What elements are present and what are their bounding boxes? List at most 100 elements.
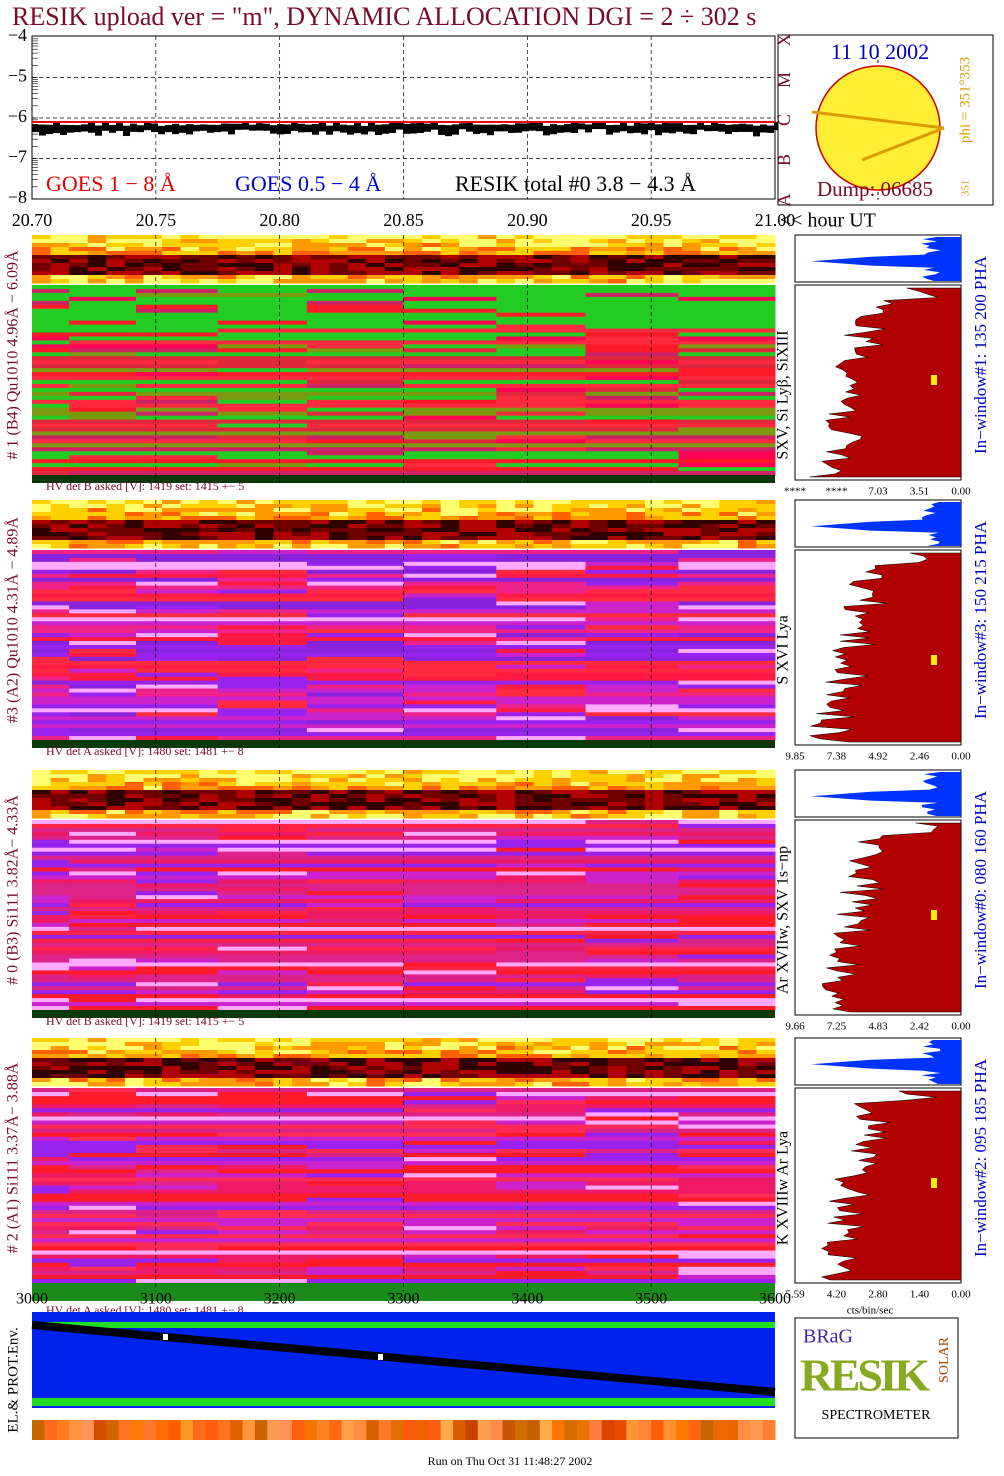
spectrum-cell xyxy=(136,553,219,559)
spectrum-cell xyxy=(403,1197,497,1203)
spectrum-cell xyxy=(217,467,308,472)
band-cell xyxy=(737,790,757,795)
spectrum-cell xyxy=(136,688,219,693)
spectrum-cell xyxy=(69,1148,137,1154)
band-cell xyxy=(403,508,423,513)
band-cell xyxy=(384,1054,404,1059)
band-cell xyxy=(607,1062,627,1067)
spectrum-cell xyxy=(217,1185,308,1191)
band-cell xyxy=(626,508,646,513)
spectrum-cell xyxy=(306,1173,404,1178)
band-cell xyxy=(162,516,182,521)
spectrum-cell xyxy=(678,700,776,705)
spectrum-cell xyxy=(403,415,497,421)
spectrum-cell xyxy=(217,652,308,658)
spectrum-cell xyxy=(403,820,497,825)
band-cell xyxy=(459,782,479,787)
spectrum-cell xyxy=(32,550,70,555)
band-cell xyxy=(514,794,535,799)
spectrum-cell xyxy=(496,700,587,705)
spectrum-cell xyxy=(306,962,404,967)
band-cell xyxy=(682,540,702,545)
band-cell xyxy=(663,782,683,787)
band-cell xyxy=(50,524,70,529)
spectrum-cell xyxy=(306,656,404,662)
band-cell xyxy=(384,500,404,505)
spectrum-cell xyxy=(678,435,776,440)
spectrum-cell xyxy=(32,847,70,853)
band-cell xyxy=(87,239,107,244)
band-cell xyxy=(180,520,200,525)
spectrum-cell xyxy=(678,1108,776,1113)
band-cell xyxy=(384,247,404,252)
spectrum-cell xyxy=(306,859,404,865)
spectrum-cell xyxy=(136,1238,219,1243)
band-cell xyxy=(700,770,720,775)
spectrum-cell xyxy=(69,1169,137,1174)
band-cell xyxy=(533,1058,553,1063)
spectrum-cell xyxy=(496,918,587,924)
spectrum-cell xyxy=(678,368,776,373)
spectrum-cell xyxy=(306,372,404,377)
spectrum-cell xyxy=(585,597,679,602)
spectrum-cell xyxy=(217,911,308,916)
spectrum-cell xyxy=(306,708,404,713)
spectrum-cell xyxy=(496,855,587,861)
band-cell xyxy=(756,1050,776,1055)
band-cell xyxy=(310,243,330,248)
band-cell xyxy=(124,520,144,525)
spectrum-cell xyxy=(678,899,776,904)
spectrum-cell xyxy=(32,875,70,880)
spectrum-cell xyxy=(678,613,776,618)
band-cell xyxy=(459,806,479,811)
spectrum-cell xyxy=(217,423,308,428)
band-cell xyxy=(589,794,609,799)
spectrum-cell xyxy=(69,641,137,646)
spectrum-cell xyxy=(403,589,497,595)
spectrum-cell xyxy=(496,316,587,322)
spectrum-cell xyxy=(678,712,776,717)
spectrum-cell xyxy=(306,403,404,409)
spectrum-cell xyxy=(32,324,70,330)
spectrum-cell xyxy=(69,1161,137,1166)
band-cell xyxy=(87,255,107,260)
spectrum-cell xyxy=(403,915,497,920)
spectrum-cell xyxy=(678,380,776,385)
spectrum-cell xyxy=(136,471,219,476)
band-cell xyxy=(87,798,107,803)
band-cell xyxy=(236,500,256,505)
spectrum-cell xyxy=(678,308,776,314)
band-cell xyxy=(552,263,572,268)
spectrum-cell xyxy=(585,569,679,575)
resik-total-sample xyxy=(648,122,655,131)
spectrum-cell xyxy=(678,285,776,290)
band-cell xyxy=(552,802,572,807)
spectrum-cell xyxy=(496,1144,587,1150)
band-cell xyxy=(273,786,293,791)
spectrum-cell xyxy=(306,427,404,432)
band-cell xyxy=(570,1038,590,1043)
spectrum-cell xyxy=(32,443,70,448)
spectrum-cell xyxy=(32,851,70,857)
band-cell xyxy=(292,508,312,513)
band-cell xyxy=(700,259,720,264)
band-cell xyxy=(533,1038,553,1043)
band-cell xyxy=(737,528,757,533)
band-cell xyxy=(69,251,89,256)
spectrum-cell xyxy=(69,946,137,952)
spectrum-cell xyxy=(306,664,404,670)
band-cell xyxy=(180,508,200,513)
spectrum-cell xyxy=(678,1092,776,1097)
spectrum-cell xyxy=(585,883,679,888)
band-cell xyxy=(589,540,609,545)
band-cell xyxy=(236,1050,256,1055)
band-cell xyxy=(533,540,553,545)
band-cell xyxy=(626,778,646,783)
band-cell xyxy=(514,235,535,240)
spectrum-cell xyxy=(217,344,308,349)
spectrum-cell xyxy=(217,435,308,440)
spectrum-cell xyxy=(136,855,219,861)
spectrum-cell xyxy=(217,324,308,330)
spectrum-cell xyxy=(585,1128,679,1134)
band-cell xyxy=(87,243,107,248)
